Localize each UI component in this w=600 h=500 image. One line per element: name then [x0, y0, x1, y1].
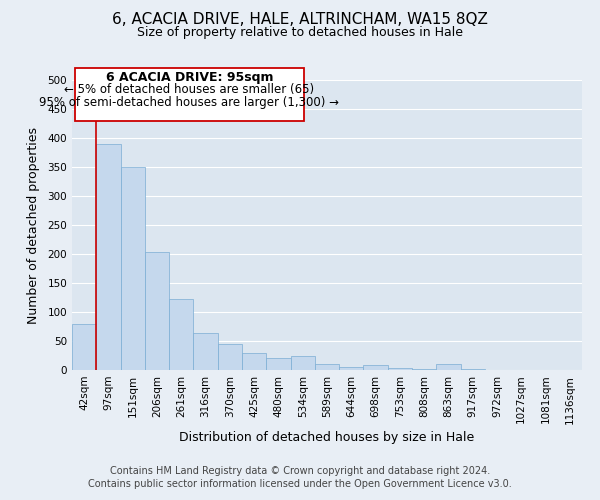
- Bar: [388, 368, 412, 370]
- Text: 6 ACACIA DRIVE: 95sqm: 6 ACACIA DRIVE: 95sqm: [106, 71, 273, 84]
- Bar: [364, 366, 388, 370]
- Text: Size of property relative to detached houses in Hale: Size of property relative to detached ho…: [137, 26, 463, 39]
- Text: Contains public sector information licensed under the Open Government Licence v3: Contains public sector information licen…: [88, 479, 512, 489]
- X-axis label: Distribution of detached houses by size in Hale: Distribution of detached houses by size …: [179, 430, 475, 444]
- Bar: [218, 344, 242, 370]
- Bar: [315, 364, 339, 370]
- Bar: [266, 358, 290, 370]
- Bar: [436, 364, 461, 370]
- Bar: [412, 369, 436, 370]
- Text: 6, ACACIA DRIVE, HALE, ALTRINCHAM, WA15 8QZ: 6, ACACIA DRIVE, HALE, ALTRINCHAM, WA15 …: [112, 12, 488, 28]
- Bar: [72, 324, 96, 370]
- Bar: [169, 299, 193, 370]
- Bar: [96, 144, 121, 370]
- Bar: [145, 252, 169, 370]
- Y-axis label: Number of detached properties: Number of detached properties: [28, 126, 40, 324]
- Bar: [242, 352, 266, 370]
- Text: ← 5% of detached houses are smaller (65): ← 5% of detached houses are smaller (65): [64, 84, 314, 96]
- Text: 95% of semi-detached houses are larger (1,300) →: 95% of semi-detached houses are larger (…: [40, 96, 340, 109]
- Text: Contains HM Land Registry data © Crown copyright and database right 2024.: Contains HM Land Registry data © Crown c…: [110, 466, 490, 476]
- Bar: [290, 356, 315, 370]
- Bar: [121, 167, 145, 370]
- Bar: [193, 334, 218, 370]
- Bar: [339, 367, 364, 370]
